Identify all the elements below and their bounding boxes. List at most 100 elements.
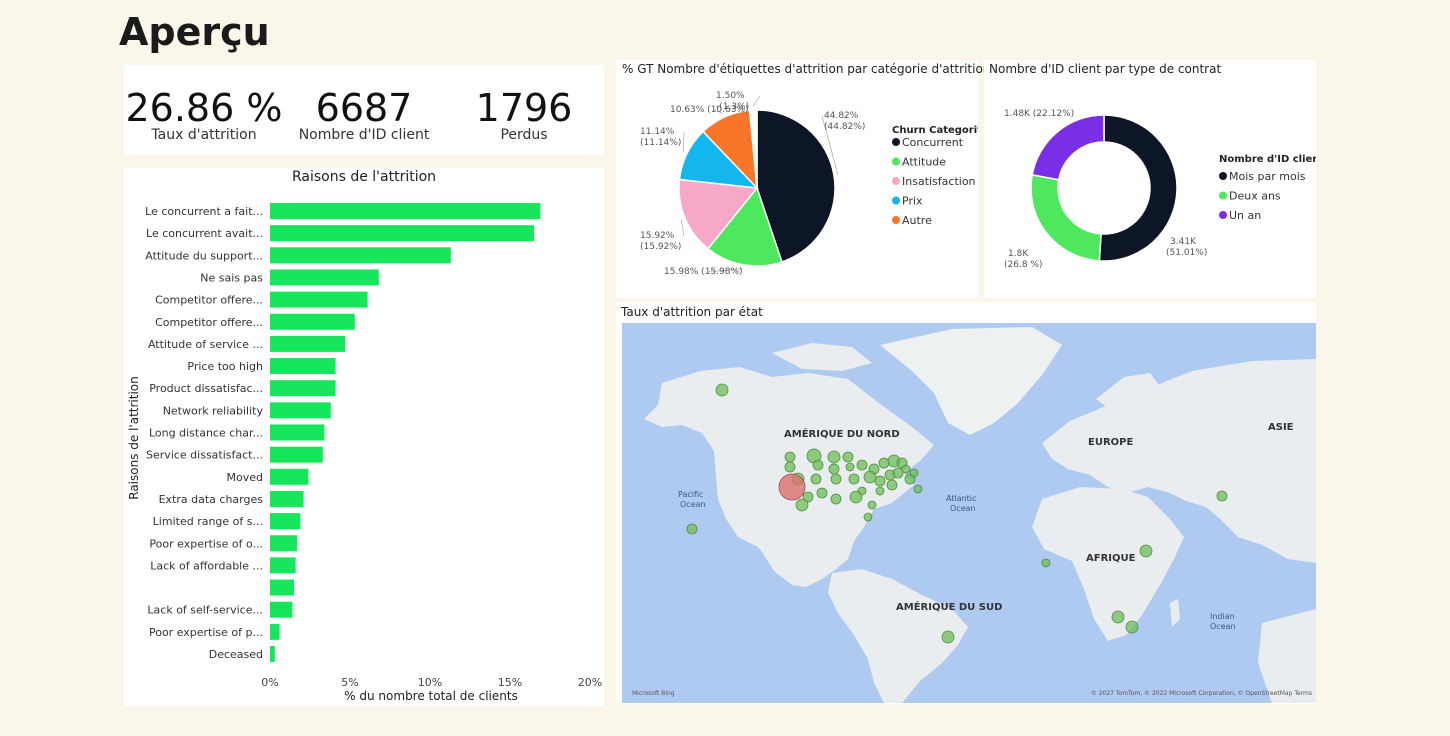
bar[interactable] — [270, 513, 301, 530]
map-bubble[interactable] — [901, 464, 911, 474]
pie-data-label: 15.92% — [640, 231, 675, 241]
map-bubble[interactable] — [941, 630, 955, 644]
map-bubble[interactable] — [795, 498, 809, 512]
map-bubble[interactable] — [784, 451, 796, 463]
map-bubble[interactable] — [1216, 490, 1228, 502]
map-bubble[interactable] — [810, 473, 822, 485]
bar[interactable] — [270, 468, 309, 485]
pie-data-label: -(1.3%) — [716, 102, 749, 112]
bar-category-label: Service dissatisfact... — [146, 449, 263, 462]
label-pacific-1: Pacific — [678, 490, 703, 499]
map-bubble[interactable] — [828, 463, 840, 475]
bar[interactable] — [270, 579, 294, 596]
map-bubble[interactable] — [849, 490, 863, 504]
bar[interactable] — [270, 601, 293, 618]
map-bubble[interactable] — [848, 473, 860, 485]
bar[interactable] — [270, 269, 379, 286]
bar[interactable] — [270, 557, 296, 574]
donut-legend-item[interactable]: Mois par mois — [1229, 170, 1306, 183]
bar[interactable] — [270, 247, 451, 264]
pie-slice[interactable] — [706, 186, 783, 267]
bar[interactable] — [270, 358, 336, 375]
map-bubble[interactable] — [686, 523, 698, 535]
australia-shape — [1258, 609, 1316, 703]
pie-legend-item[interactable]: Insatisfaction — [902, 175, 976, 188]
bar[interactable] — [270, 424, 325, 441]
pie-legend-item[interactable]: Autre — [902, 214, 932, 227]
bar-category-label: Long distance char... — [149, 427, 263, 440]
kpi-card: 26.86 % Taux d'attrition 6687 Nombre d'I… — [124, 65, 604, 155]
map-bubble[interactable] — [1139, 544, 1153, 558]
bar-chart-title: Raisons de l'attrition — [292, 169, 436, 185]
map-bubble[interactable] — [886, 479, 898, 491]
donut-slice[interactable] — [1098, 114, 1178, 262]
pie-slice[interactable] — [756, 109, 836, 263]
map-bubble[interactable] — [842, 451, 854, 463]
bar[interactable] — [270, 291, 368, 308]
pie-legend-item[interactable]: Attitude — [902, 156, 946, 169]
map-bubble[interactable] — [856, 459, 868, 471]
map-bubble[interactable] — [863, 470, 877, 484]
attrition-reasons-chart[interactable]: Raisons de l'attrition Raisons de l'attr… — [124, 168, 604, 706]
donut-legend-item[interactable]: Deux ans — [1229, 190, 1281, 203]
attrition-map-card: Taux d'attrition par état AMÉRIQUE DU NO… — [616, 302, 1316, 704]
bar-category-label: Ne sais pas — [200, 271, 263, 284]
map-bubble[interactable] — [715, 383, 729, 397]
bar-category-label: Competitor offere... — [155, 316, 263, 329]
map-bubble-highlight[interactable] — [778, 473, 806, 501]
churn-category-pie[interactable]: 44.82%(44.82%) 15.98% (15.98%) 15.92%(15.9… — [616, 60, 978, 298]
scandinavia-shape — [1096, 373, 1162, 415]
pie-legend-item[interactable]: Concurrent — [902, 136, 964, 149]
pie-legend-item[interactable]: Prix — [902, 195, 923, 208]
map-bubble[interactable] — [827, 450, 841, 464]
map-bubble[interactable] — [913, 484, 923, 494]
bar[interactable] — [270, 335, 346, 352]
world-map[interactable]: AMÉRIQUE DU NORD AMÉRIQUE DU SUD EUROPE … — [622, 323, 1316, 703]
bar-chart-xlabel: % du nombre total de clients — [344, 689, 518, 703]
donut-data-label: 3.41K — [1170, 237, 1197, 247]
map-bubble[interactable] — [1111, 610, 1125, 624]
bar[interactable] — [270, 646, 275, 662]
bar[interactable] — [270, 446, 323, 463]
pie-legend-title: Churn Categorit — [892, 125, 978, 136]
map-bubble[interactable] — [816, 487, 828, 499]
bar[interactable] — [270, 380, 336, 397]
donut-slice[interactable] — [1030, 173, 1102, 262]
map-bubble[interactable] — [812, 459, 824, 471]
donut-legend-item[interactable]: Un an — [1229, 209, 1261, 222]
bar[interactable] — [270, 203, 541, 219]
map-bubble[interactable] — [878, 457, 890, 469]
map-bubble[interactable] — [867, 500, 877, 510]
donut-data-label: (26.8 %) — [1004, 260, 1042, 270]
kpi-label: Perdus — [500, 127, 548, 143]
map-bubble[interactable] — [845, 462, 855, 472]
map-bubble[interactable] — [892, 467, 904, 479]
bar[interactable] — [270, 490, 304, 507]
map-bubble[interactable] — [1041, 558, 1051, 568]
pie-slice[interactable] — [678, 178, 759, 250]
contract-type-donut[interactable]: 3.41K(51.01%)1.8K(26.8 %)1.48K (22.12%) … — [984, 60, 1316, 298]
bar-category-label: Extra data charges — [159, 493, 264, 506]
bar[interactable] — [270, 535, 298, 552]
map-bubble[interactable] — [784, 461, 796, 473]
pie-data-label: 1.50% — [716, 91, 745, 101]
map-bubble[interactable] — [875, 486, 885, 496]
map-bubble[interactable] — [830, 493, 842, 505]
pie-slice[interactable] — [748, 109, 758, 189]
bar[interactable] — [270, 402, 331, 419]
map-bubble[interactable] — [909, 468, 919, 478]
label-atlantic-1: Atlantic — [946, 494, 976, 503]
bar-category-label: Limited range of s... — [153, 515, 263, 528]
bar[interactable] — [270, 313, 355, 330]
donut-data-label: (51.01%) — [1166, 248, 1207, 258]
bar[interactable] — [270, 623, 280, 640]
bar-category-label: Lack of affordable ... — [150, 559, 263, 572]
donut-slice[interactable] — [1031, 114, 1105, 181]
map-bubble[interactable] — [1125, 620, 1139, 634]
map-bubble[interactable] — [863, 512, 873, 522]
bar[interactable] — [270, 225, 534, 242]
pie-legend-marker — [892, 216, 900, 224]
map-bubble[interactable] — [830, 473, 842, 485]
map-bubble[interactable] — [874, 475, 886, 487]
map-bubble[interactable] — [802, 491, 814, 503]
